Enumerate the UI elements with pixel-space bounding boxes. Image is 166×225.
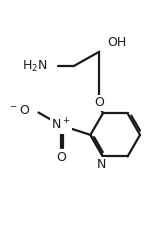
Text: $^-$O: $^-$O bbox=[8, 104, 30, 117]
Text: O: O bbox=[56, 151, 66, 164]
Text: N: N bbox=[97, 158, 106, 171]
Text: N$^+$: N$^+$ bbox=[51, 118, 71, 133]
Text: OH: OH bbox=[107, 36, 126, 49]
Text: H$_2$N: H$_2$N bbox=[22, 58, 48, 74]
Text: O: O bbox=[94, 96, 104, 109]
